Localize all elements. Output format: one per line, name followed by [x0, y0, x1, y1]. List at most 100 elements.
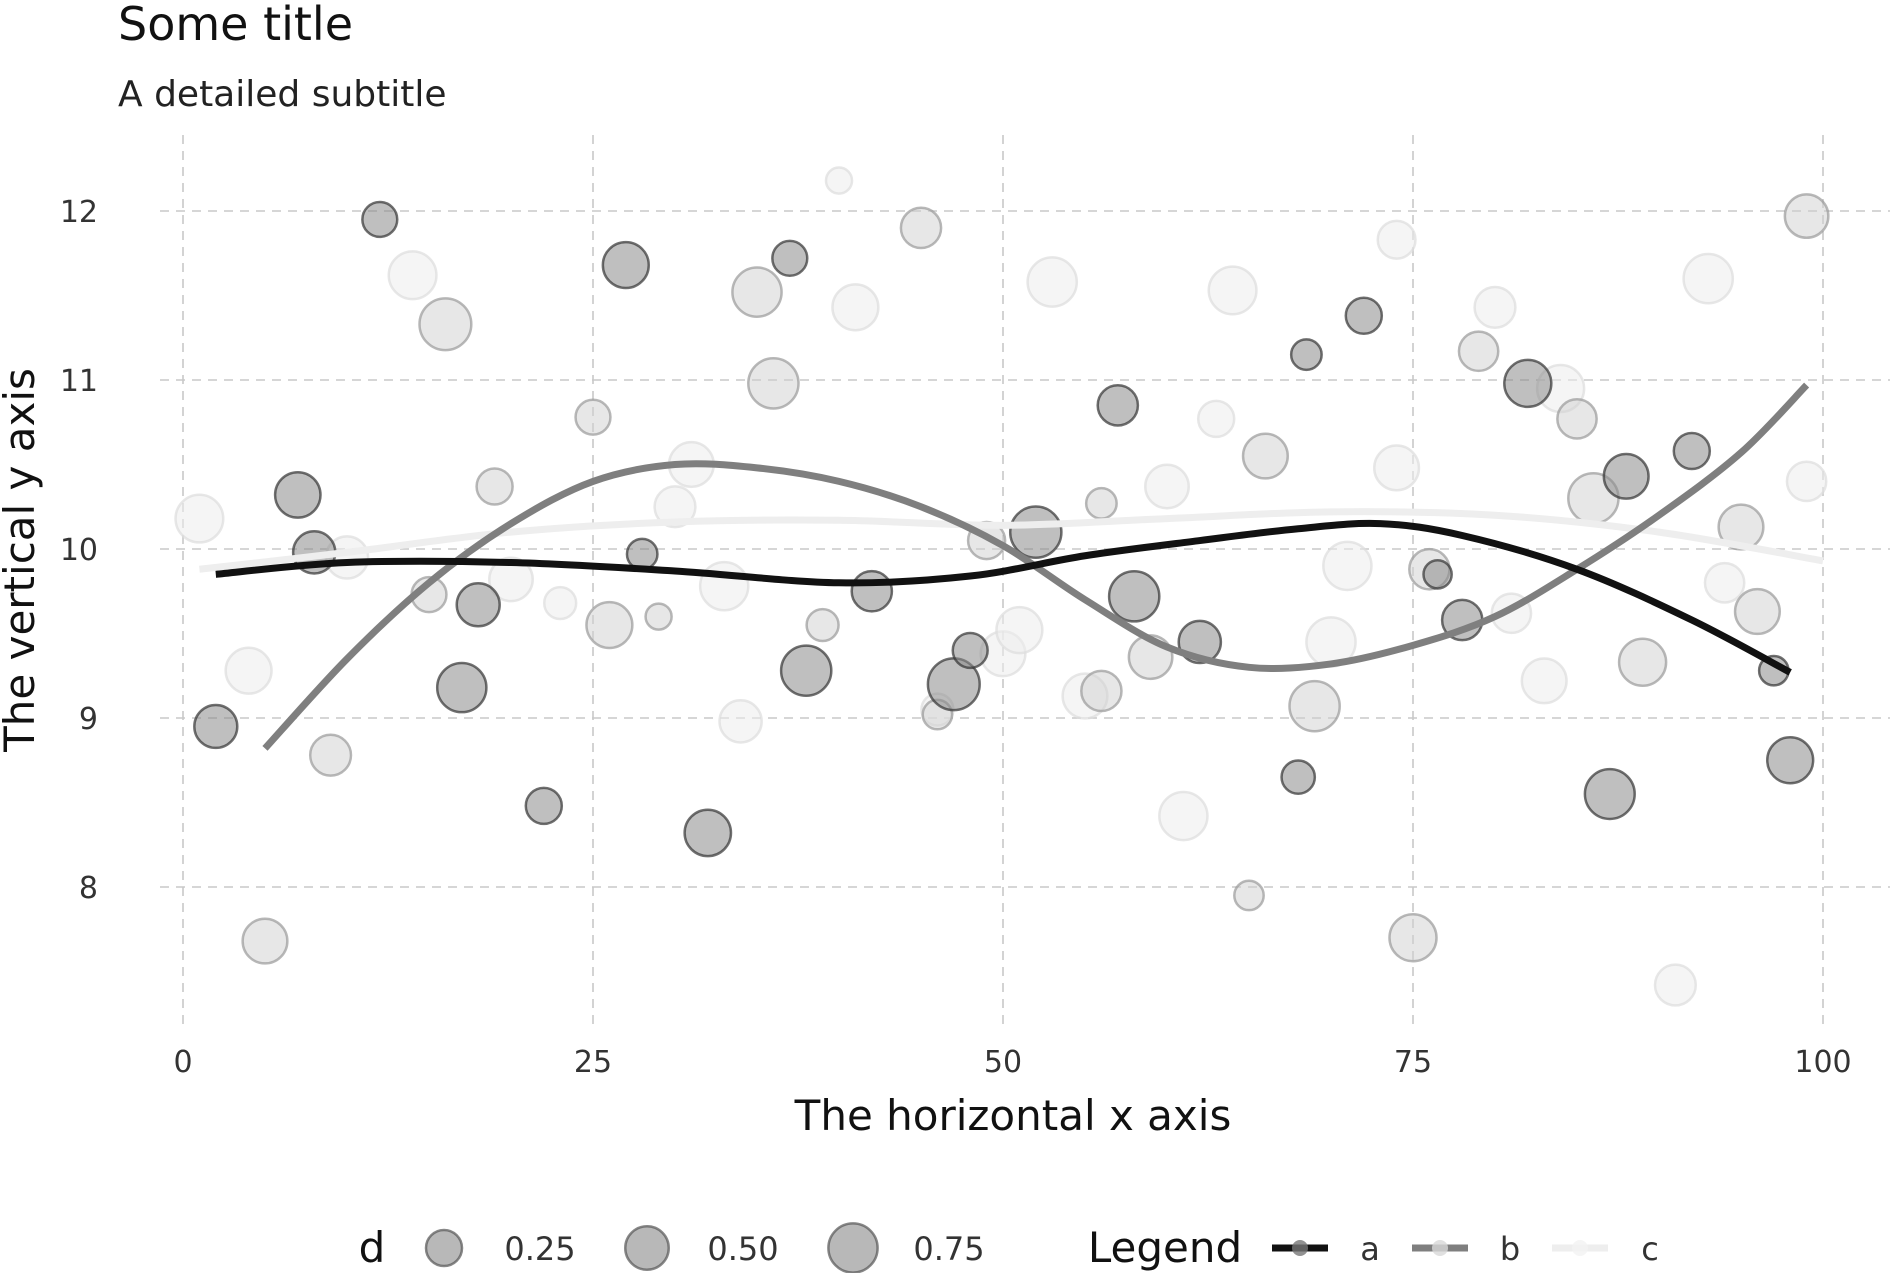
- color-legend-key-dot: [1432, 1240, 1448, 1256]
- point-c: [1196, 399, 1236, 439]
- point-b: [1617, 637, 1668, 687]
- size-legend-title: d: [359, 1223, 386, 1272]
- point-c: [1373, 444, 1421, 492]
- point-c: [1703, 561, 1746, 604]
- point-c: [1682, 252, 1735, 305]
- point-c: [1473, 285, 1517, 329]
- point-b: [644, 602, 673, 631]
- point-a: [683, 808, 733, 858]
- point-b: [241, 917, 289, 965]
- point-a: [1602, 452, 1650, 500]
- size-legend-label: 0.50: [707, 1230, 778, 1268]
- point-c: [831, 283, 880, 332]
- y-tick-label: 10: [60, 533, 98, 568]
- x-tick-label: 0: [173, 1045, 192, 1080]
- point-c: [1376, 219, 1417, 260]
- point-b: [418, 297, 473, 352]
- point-b: [1733, 587, 1781, 636]
- point-a: [1008, 505, 1063, 559]
- size-legend-label: 0.25: [504, 1230, 575, 1268]
- series-line-c: [199, 508, 1824, 573]
- point-b: [1457, 330, 1500, 373]
- point-b: [805, 607, 840, 643]
- point-a: [1289, 338, 1323, 372]
- tick-labels: 0 25 50 75 100 8 9 10 11 12: [60, 195, 1852, 1080]
- point-c: [387, 250, 438, 301]
- point-a: [625, 537, 659, 571]
- x-tick-label: 50: [984, 1045, 1022, 1080]
- size-legend-label: 0.75: [913, 1230, 984, 1268]
- point-b: [1084, 486, 1118, 520]
- point-c: [1322, 540, 1373, 592]
- color-legend-label: b: [1500, 1230, 1520, 1268]
- point-a: [435, 661, 488, 714]
- color-legend-title: Legend: [1088, 1223, 1242, 1272]
- point-a: [1107, 569, 1161, 623]
- point-a: [1280, 759, 1317, 796]
- point-a: [771, 239, 809, 278]
- point-a: [951, 631, 989, 670]
- color-legend-label: c: [1641, 1230, 1659, 1268]
- y-tick-label: 8: [79, 871, 98, 906]
- point-a: [601, 240, 650, 290]
- point-a: [1096, 384, 1140, 427]
- color-legend-key-dot: [1572, 1240, 1588, 1256]
- point-b: [1233, 879, 1265, 912]
- point-a: [361, 200, 399, 239]
- series-line-a: [215, 519, 1792, 676]
- point-b: [1288, 679, 1341, 733]
- point-a: [779, 644, 833, 698]
- size-legend-key: [624, 1225, 670, 1271]
- point-c: [488, 556, 534, 603]
- point-b: [574, 398, 612, 436]
- x-tick-label: 25: [574, 1045, 612, 1080]
- point-c: [1785, 460, 1828, 503]
- point-c: [698, 560, 750, 612]
- point-b: [899, 206, 943, 250]
- chart-title: Some title: [118, 0, 353, 51]
- point-c: [995, 605, 1044, 655]
- point-c: [1158, 790, 1209, 842]
- legend: d 0.25 0.50 0.75 Legend a b c: [359, 1222, 1659, 1273]
- point-a: [193, 703, 239, 750]
- y-tick-label: 9: [79, 702, 98, 737]
- point-a: [1503, 358, 1553, 409]
- point-b: [308, 733, 353, 777]
- point-a: [273, 470, 322, 519]
- point-b: [475, 467, 514, 506]
- point-a: [1344, 296, 1384, 336]
- chart-subtitle: A detailed subtitle: [118, 74, 447, 115]
- x-tick-label: 75: [1394, 1045, 1432, 1080]
- point-a: [1766, 736, 1815, 785]
- point-c: [1653, 963, 1698, 1007]
- point-c: [718, 699, 763, 744]
- point-b: [1241, 432, 1289, 480]
- point-c: [224, 646, 273, 695]
- trend-lines: [199, 382, 1824, 751]
- point-c: [1026, 256, 1079, 308]
- x-axis-label: The horizontal x axis: [794, 1091, 1232, 1140]
- point-c: [824, 166, 854, 195]
- point-a: [1672, 431, 1712, 471]
- point-b: [1556, 397, 1598, 440]
- point-a: [850, 569, 894, 613]
- color-legend-key-dot: [1292, 1240, 1308, 1256]
- y-tick-label: 12: [60, 195, 98, 230]
- point-c: [1207, 265, 1258, 316]
- point-b: [1388, 912, 1438, 963]
- point-c: [542, 585, 578, 621]
- point-b: [731, 266, 783, 318]
- y-axis-label: The vertical y axis: [0, 368, 44, 753]
- point-b: [747, 357, 800, 410]
- point-c: [653, 485, 697, 529]
- point-a: [524, 786, 564, 826]
- color-legend-label: a: [1360, 1230, 1380, 1268]
- x-tick-label: 100: [1794, 1045, 1851, 1080]
- point-c: [1144, 463, 1190, 510]
- point-b: [1717, 503, 1765, 551]
- point-c: [1520, 657, 1568, 705]
- point-a: [1422, 559, 1453, 590]
- point-a: [455, 582, 501, 628]
- point-b: [585, 600, 634, 650]
